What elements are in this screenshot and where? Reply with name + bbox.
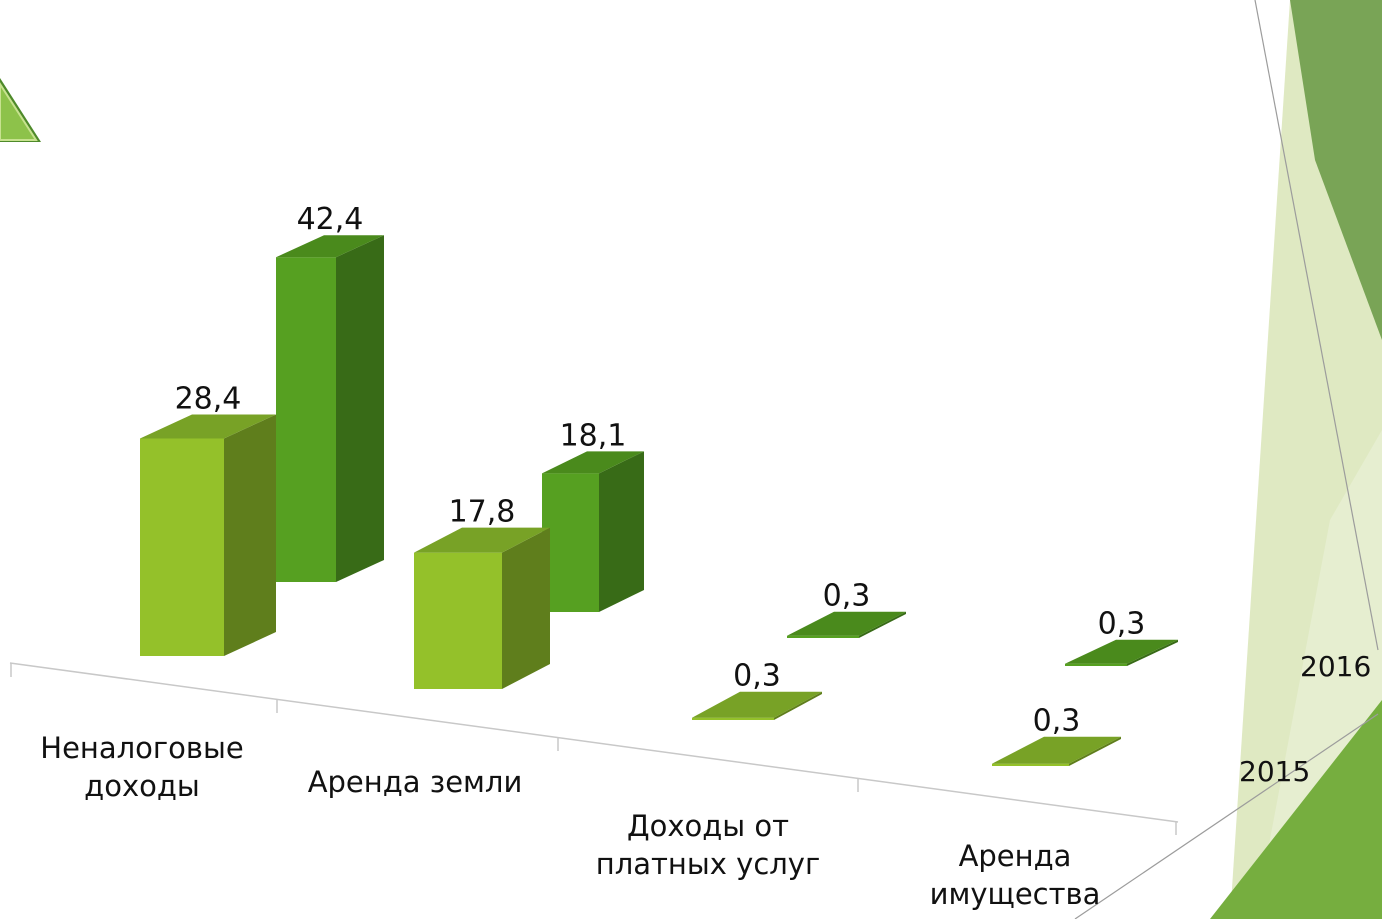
bar-front (992, 763, 1069, 766)
value-label-2016-2: 18,1 (560, 418, 627, 453)
bar-front (414, 552, 502, 689)
bar-2015-1 (140, 414, 276, 656)
value-label-2015-2: 17,8 (449, 495, 516, 530)
category-labels: Неналоговые доходы Аренда земли Доходы от пл… (40, 731, 1100, 911)
bar-side (1127, 639, 1178, 666)
bar-front (787, 635, 859, 638)
bar-side (502, 527, 550, 689)
value-label-2016-3: 0,3 (823, 579, 871, 614)
bar-side (224, 414, 276, 656)
bar-front (276, 257, 336, 582)
series-labels: 2015 2016 (1239, 650, 1371, 788)
series-label-2015: 2015 (1239, 755, 1310, 788)
bar-side (859, 611, 906, 638)
bar-top (692, 691, 822, 718)
bar-2015-2 (414, 527, 550, 689)
bar-side (599, 451, 644, 612)
bar-top (787, 611, 906, 636)
bar-top (542, 451, 644, 474)
value-label-2015-3: 0,3 (733, 659, 781, 694)
category-label-2: Аренда земли (308, 765, 523, 799)
bar-front (140, 438, 224, 656)
value-label-2015-4: 0,3 (1033, 704, 1081, 739)
bar-2015-4 (992, 736, 1121, 766)
bar-top (992, 736, 1121, 764)
bar-2016-2 (542, 451, 644, 612)
category-label-4: Аренда имущества (930, 839, 1101, 911)
bar-front (692, 717, 774, 720)
bar-2016-4 (1065, 639, 1178, 666)
bar-front (542, 473, 599, 612)
category-axis (9, 662, 1179, 835)
bar-2015-3 (692, 691, 822, 720)
bar-side (336, 235, 384, 582)
bar-side (1069, 736, 1121, 766)
bar-top (140, 414, 276, 439)
bar-2016-3 (787, 611, 906, 638)
category-label-1: Неналоговые доходы (40, 731, 243, 803)
bar-top (414, 527, 550, 553)
series-label-2016: 2016 (1300, 650, 1371, 683)
value-label-2015-1: 28,4 (175, 381, 242, 416)
bar-side (774, 691, 822, 720)
bar-front (1065, 663, 1127, 666)
value-labels: 42,4 18,1 0,3 0,3 28,4 17,8 0,3 0,3 (175, 202, 1146, 738)
bar-2016-1 (276, 235, 384, 582)
value-label-2016-1: 42,4 (297, 202, 364, 237)
category-label-3: Доходы от платных услуг (596, 809, 820, 881)
bars (140, 235, 1178, 766)
bar-top (276, 235, 384, 258)
bar-top (1065, 639, 1178, 664)
value-label-2016-4: 0,3 (1098, 607, 1146, 642)
